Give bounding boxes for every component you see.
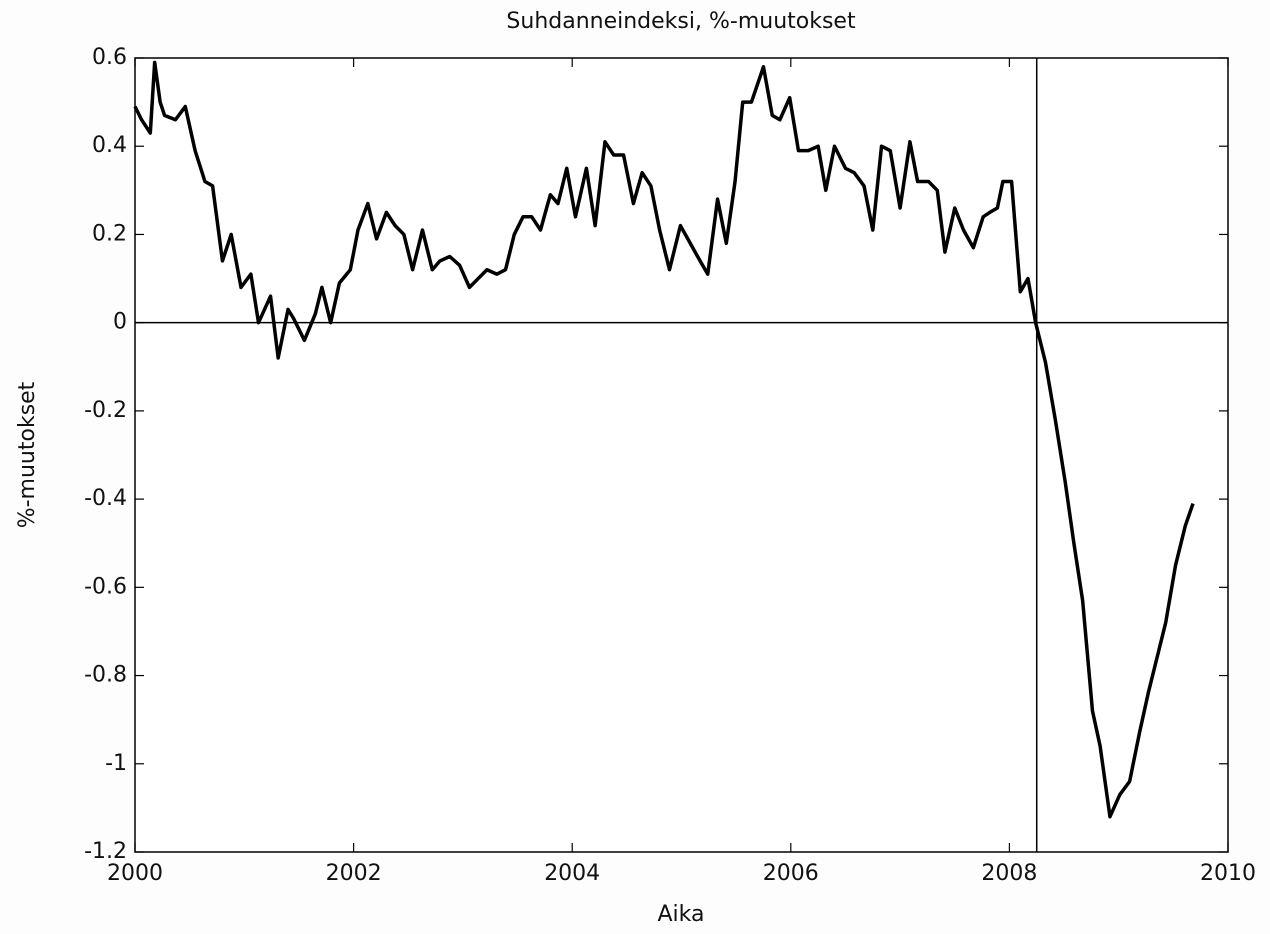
y-tick-label: 0.6: [92, 45, 127, 70]
y-tick-label: 0.2: [92, 221, 127, 246]
y-tick-label: -0.8: [84, 663, 127, 688]
plot-area: [134, 57, 1229, 853]
y-tick-label: -1.2: [84, 839, 127, 864]
x-tick-label: 2002: [326, 861, 382, 886]
y-tick-label: 0: [113, 310, 127, 335]
y-tick-label: 0.4: [92, 133, 127, 158]
y-tick-label: -1: [105, 751, 127, 776]
data-line: [133, 60, 1195, 819]
y-axis-label: %-muutokset: [15, 381, 40, 528]
x-tick-label: 2000: [107, 861, 163, 886]
x-tick-label: 2010: [1200, 861, 1256, 886]
y-tick-label: -0.2: [84, 398, 127, 423]
chart-title: Suhdanneindeksi, %-muutokset: [506, 9, 856, 34]
x-tick-label: 2004: [544, 861, 600, 886]
x-tick-label: 2008: [981, 861, 1037, 886]
x-axis-label: Aika: [658, 902, 705, 927]
y-tick-label: -0.4: [84, 486, 127, 511]
x-tick-label: 2006: [763, 861, 819, 886]
y-tick-label: -0.6: [84, 574, 127, 599]
